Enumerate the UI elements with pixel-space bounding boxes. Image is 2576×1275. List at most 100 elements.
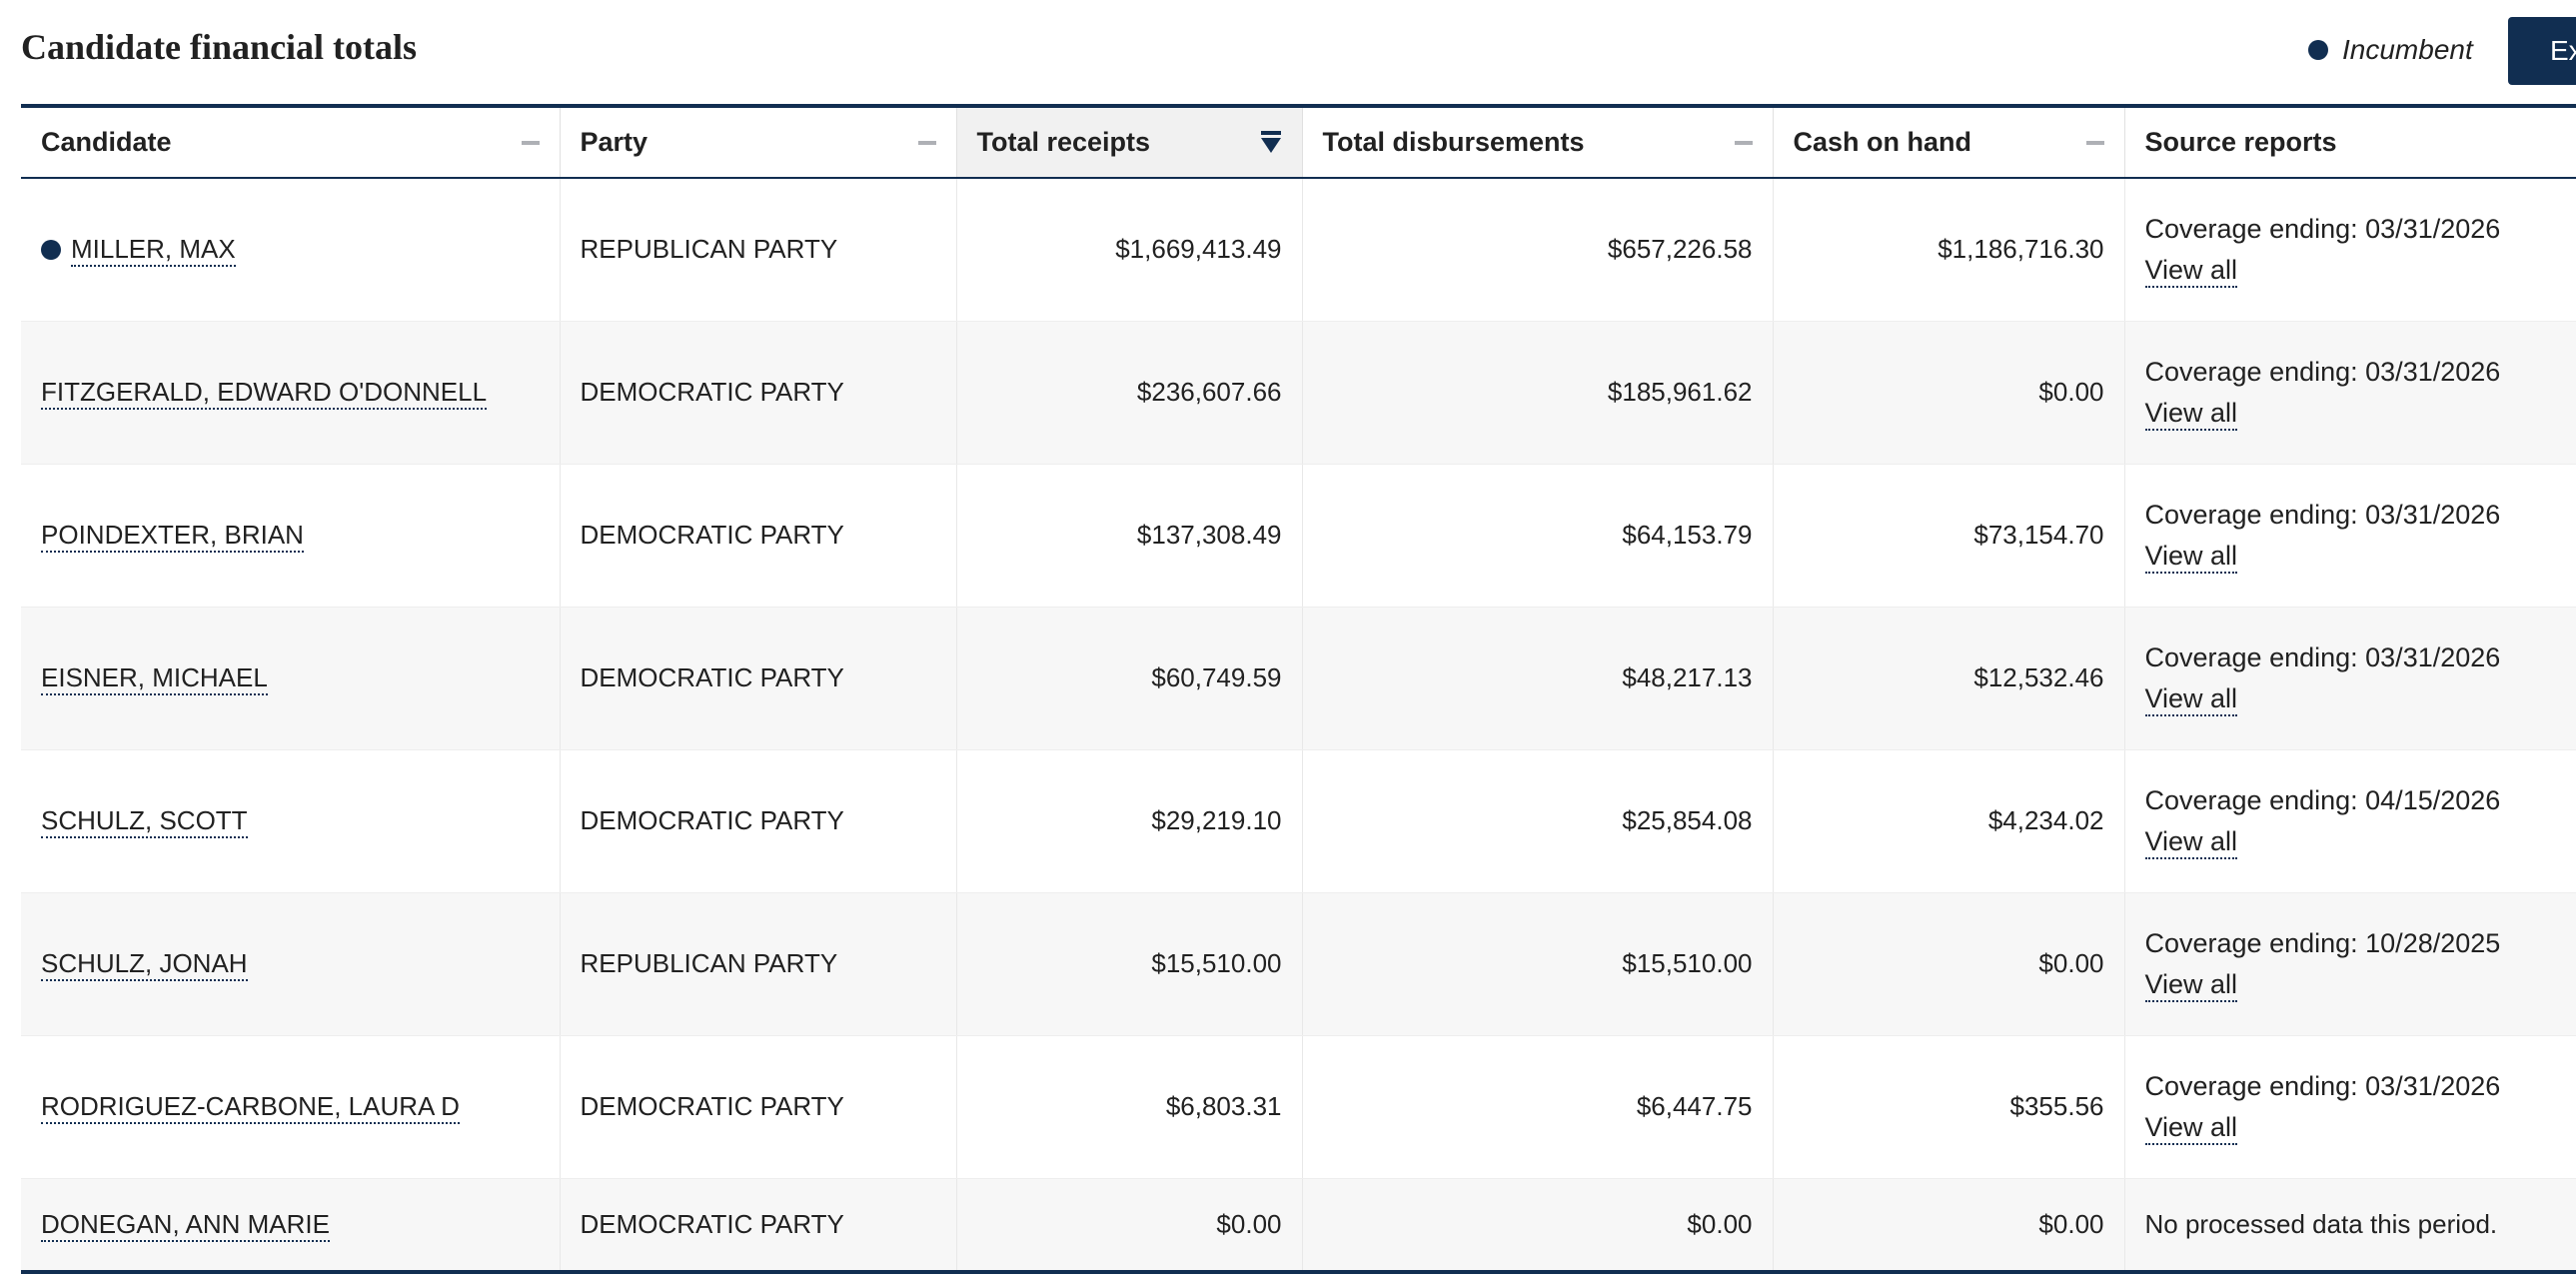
table-row: RODRIGUEZ-CARBONE, LAURA D DEMOCRATIC PA… xyxy=(21,1035,2576,1179)
party-cell: DEMOCRATIC PARTY xyxy=(560,1178,957,1274)
table-row: POINDEXTER, BRIAN DEMOCRATIC PARTY $137,… xyxy=(21,464,2576,608)
cash-on-hand-cell: $355.56 xyxy=(1773,1035,2125,1179)
column-header-cash-on-hand[interactable]: Cash on hand xyxy=(1773,104,2125,179)
table-container: Candidate Party Total receipts xyxy=(21,104,2576,1275)
sort-none-icon[interactable] xyxy=(1734,140,1753,145)
candidate-link[interactable]: EISNER, MICHAEL xyxy=(41,662,268,695)
candidate-link[interactable]: POINDEXTER, BRIAN xyxy=(41,520,304,553)
party-cell: DEMOCRATIC PARTY xyxy=(560,1035,957,1179)
receipts-cell: $6,803.31 xyxy=(956,1035,1303,1179)
candidate-link[interactable]: RODRIGUEZ-CARBONE, LAURA D xyxy=(41,1091,460,1124)
disbursements-cell: $6,447.75 xyxy=(1302,1035,1774,1179)
incumbent-legend-label: Incumbent xyxy=(2342,34,2473,65)
source-reports-cell: Coverage ending: 03/31/2026 View all xyxy=(2124,321,2576,465)
view-all-link[interactable]: View all xyxy=(2144,254,2238,288)
sort-none-icon[interactable] xyxy=(2085,140,2104,145)
candidate-link[interactable]: FITZGERALD, EDWARD O'DONNELL xyxy=(41,377,488,410)
cash-on-hand-cell: $0.00 xyxy=(1773,892,2125,1036)
table-header-row: Candidate Party Total receipts xyxy=(21,104,2576,179)
column-header-label: Party xyxy=(580,127,648,157)
candidate-link[interactable]: MILLER, MAX xyxy=(71,234,236,268)
page-title: Candidate financial totals xyxy=(21,27,418,67)
table-row: MILLER, MAX REPUBLICAN PARTY $1,669,413.… xyxy=(21,178,2576,322)
candidate-link[interactable]: SCHULZ, JONAH xyxy=(41,948,248,981)
source-reports-cell: Coverage ending: 10/28/2025 View all xyxy=(2124,892,2576,1036)
candidate-link[interactable]: SCHULZ, SCOTT xyxy=(41,805,248,838)
column-header-label: Total receipts xyxy=(976,127,1151,157)
candidate-cell: DONEGAN, ANN MARIE xyxy=(21,1178,561,1274)
party-cell: DEMOCRATIC PARTY xyxy=(560,607,957,750)
cash-on-hand-cell: $0.00 xyxy=(1773,321,2125,465)
view-all-link[interactable]: View all xyxy=(2144,968,2238,1002)
view-all-link[interactable]: View all xyxy=(2144,682,2238,716)
candidate-link[interactable]: DONEGAN, ANN MARIE xyxy=(41,1208,330,1242)
sort-none-icon[interactable] xyxy=(521,140,540,145)
disbursements-cell: $657,226.58 xyxy=(1302,178,1774,322)
receipts-cell: $15,510.00 xyxy=(956,892,1303,1036)
table-row: FITZGERALD, EDWARD O'DONNELL DEMOCRATIC … xyxy=(21,321,2576,465)
column-header-label: Cash on hand xyxy=(1793,127,1972,157)
cash-on-hand-cell: $73,154.70 xyxy=(1773,464,2125,608)
party-cell: REPUBLICAN PARTY xyxy=(560,892,957,1036)
coverage-text: Coverage ending: 03/31/2026 xyxy=(2144,499,2501,530)
source-reports-cell: Coverage ending: 03/31/2026 View all xyxy=(2124,178,2576,322)
disbursements-cell: $25,854.08 xyxy=(1302,749,1774,893)
table-row: DONEGAN, ANN MARIE DEMOCRATIC PARTY $0.0… xyxy=(21,1178,2576,1274)
source-reports-cell: Coverage ending: 03/31/2026 View all xyxy=(2124,1035,2576,1179)
sort-descending-icon[interactable] xyxy=(1260,130,1282,155)
receipts-cell: $0.00 xyxy=(956,1178,1303,1274)
party-cell: DEMOCRATIC PARTY xyxy=(560,749,957,893)
coverage-text: Coverage ending: 03/31/2026 xyxy=(2144,641,2501,672)
source-reports-cell: Coverage ending: 03/31/2026 View all xyxy=(2124,607,2576,750)
disbursements-cell: $0.00 xyxy=(1302,1178,1774,1274)
candidate-cell: EISNER, MICHAEL xyxy=(21,607,561,750)
disbursements-cell: $48,217.13 xyxy=(1302,607,1774,750)
candidate-cell: FITZGERALD, EDWARD O'DONNELL xyxy=(21,321,561,465)
view-all-link[interactable]: View all xyxy=(2144,540,2238,574)
disbursements-cell: $15,510.00 xyxy=(1302,892,1774,1036)
party-cell: DEMOCRATIC PARTY xyxy=(560,464,957,608)
column-header-label: Total disbursements xyxy=(1322,127,1585,157)
party-cell: DEMOCRATIC PARTY xyxy=(560,321,957,465)
column-header-candidate[interactable]: Candidate xyxy=(21,104,561,179)
column-header-total-disbursements[interactable]: Total disbursements xyxy=(1302,104,1774,179)
receipts-cell: $60,749.59 xyxy=(956,607,1303,750)
coverage-text: Coverage ending: 03/31/2026 xyxy=(2144,356,2501,387)
incumbent-dot-icon xyxy=(41,240,61,261)
coverage-text: Coverage ending: 03/31/2026 xyxy=(2144,1070,2501,1101)
cash-on-hand-cell: $4,234.02 xyxy=(1773,749,2125,893)
coverage-text: Coverage ending: 10/28/2025 xyxy=(2144,927,2501,958)
receipts-cell: $137,308.49 xyxy=(956,464,1303,608)
candidate-cell: SCHULZ, SCOTT xyxy=(21,749,561,893)
sort-none-icon[interactable] xyxy=(917,140,936,145)
column-header-source-reports: Source reports xyxy=(2124,104,2576,179)
column-header-label: Candidate xyxy=(41,127,172,157)
table-row: EISNER, MICHAEL DEMOCRATIC PARTY $60,749… xyxy=(21,607,2576,750)
party-cell: REPUBLICAN PARTY xyxy=(560,178,957,322)
disbursements-cell: $185,961.62 xyxy=(1302,321,1774,465)
candidate-cell: SCHULZ, JONAH xyxy=(21,892,561,1036)
view-all-link[interactable]: View all xyxy=(2144,825,2238,859)
incumbent-dot-icon xyxy=(2308,40,2328,60)
cash-on-hand-cell: $1,186,716.30 xyxy=(1773,178,2125,322)
source-reports-cell: Coverage ending: 04/15/2026 View all xyxy=(2124,749,2576,893)
source-reports-cell: Coverage ending: 03/31/2026 View all xyxy=(2124,464,2576,608)
coverage-text: Coverage ending: 03/31/2026 xyxy=(2144,213,2501,244)
column-header-party[interactable]: Party xyxy=(560,104,957,179)
candidate-cell: POINDEXTER, BRIAN xyxy=(21,464,561,608)
view-all-link[interactable]: View all xyxy=(2144,1111,2238,1145)
table-row: SCHULZ, JONAH REPUBLICAN PARTY $15,510.0… xyxy=(21,892,2576,1036)
source-reports-cell: No processed data this period. xyxy=(2124,1178,2576,1274)
candidate-cell: RODRIGUEZ-CARBONE, LAURA D xyxy=(21,1035,561,1179)
incumbent-legend: Incumbent xyxy=(2308,32,2473,68)
cash-on-hand-cell: $12,532.46 xyxy=(1773,607,2125,750)
receipts-cell: $236,607.66 xyxy=(956,321,1303,465)
disbursements-cell: $64,153.79 xyxy=(1302,464,1774,608)
coverage-text: Coverage ending: 04/15/2026 xyxy=(2144,784,2501,815)
column-header-total-receipts[interactable]: Total receipts xyxy=(956,104,1303,179)
view-all-link[interactable]: View all xyxy=(2144,397,2238,431)
export-button[interactable]: Export xyxy=(2508,17,2576,85)
column-header-label: Source reports xyxy=(2144,127,2337,157)
candidate-cell: MILLER, MAX xyxy=(21,178,561,322)
